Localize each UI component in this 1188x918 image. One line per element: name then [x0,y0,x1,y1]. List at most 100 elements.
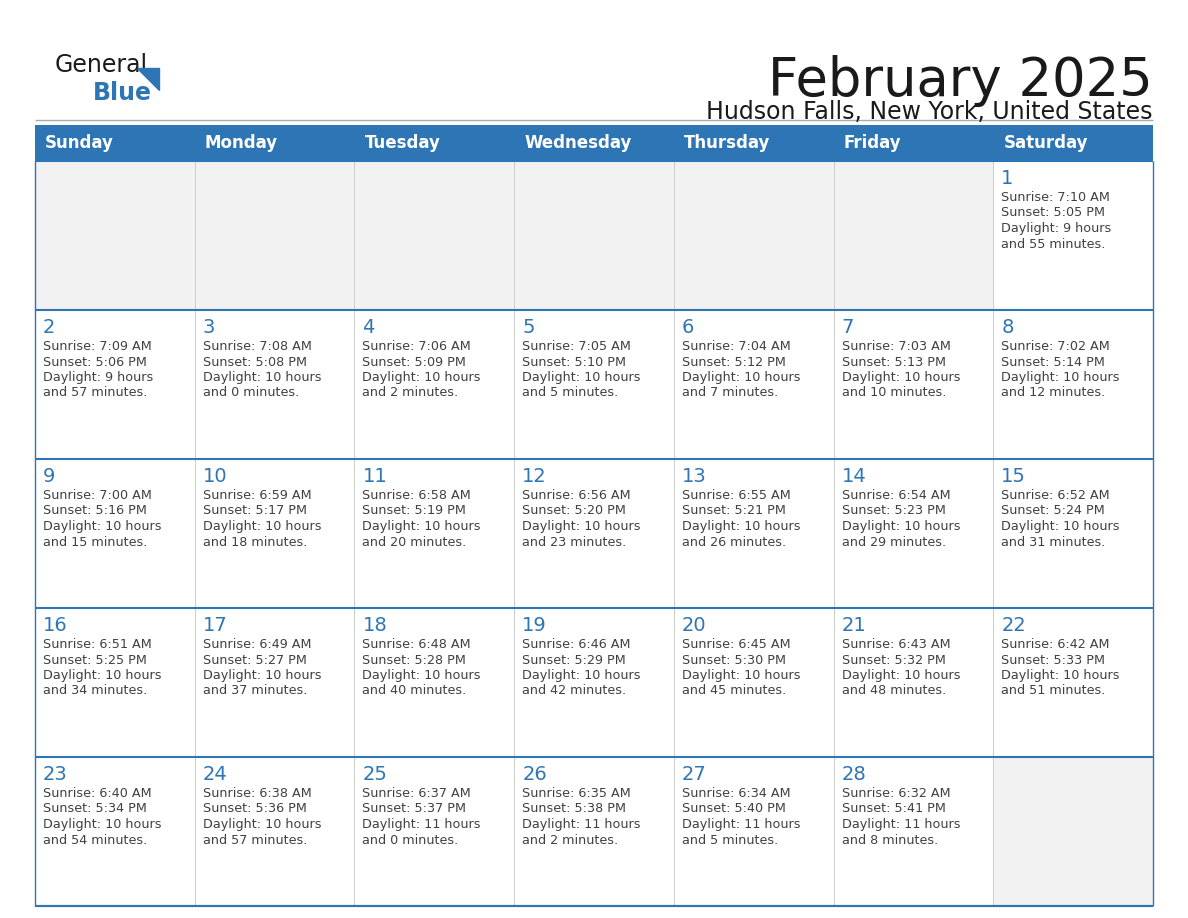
Text: Sunset: 5:38 PM: Sunset: 5:38 PM [523,802,626,815]
Bar [674,161,834,310]
Text: 6: 6 [682,318,694,337]
Bar [514,608,674,757]
Text: Daylight: 10 hours: Daylight: 10 hours [43,669,162,682]
Text: Sunset: 5:12 PM: Sunset: 5:12 PM [682,355,785,368]
Text: Sunset: 5:09 PM: Sunset: 5:09 PM [362,355,467,368]
Text: and 20 minutes.: and 20 minutes. [362,535,467,548]
Text: Daylight: 10 hours: Daylight: 10 hours [523,371,640,384]
Text: Sunrise: 6:34 AM: Sunrise: 6:34 AM [682,787,790,800]
Text: and 40 minutes.: and 40 minutes. [362,685,467,698]
Bar [674,459,834,608]
Text: 11: 11 [362,467,387,486]
Text: Daylight: 10 hours: Daylight: 10 hours [362,520,481,533]
Text: and 57 minutes.: and 57 minutes. [203,834,307,846]
Text: 3: 3 [203,318,215,337]
Text: Sunday: Sunday [45,134,114,152]
Text: Sunrise: 6:43 AM: Sunrise: 6:43 AM [841,638,950,651]
Text: Sunset: 5:30 PM: Sunset: 5:30 PM [682,654,785,666]
Text: and 37 minutes.: and 37 minutes. [203,685,307,698]
Text: Daylight: 10 hours: Daylight: 10 hours [841,669,960,682]
Text: Daylight: 10 hours: Daylight: 10 hours [1001,371,1120,384]
Text: 15: 15 [1001,467,1026,486]
Text: and 29 minutes.: and 29 minutes. [841,535,946,548]
Text: February 2025: February 2025 [769,55,1154,107]
Text: Sunset: 5:32 PM: Sunset: 5:32 PM [841,654,946,666]
Bar [34,757,195,906]
Text: Sunrise: 7:03 AM: Sunrise: 7:03 AM [841,340,950,353]
Text: Sunset: 5:08 PM: Sunset: 5:08 PM [203,355,307,368]
Text: Saturday: Saturday [1004,134,1088,152]
Text: Sunrise: 7:09 AM: Sunrise: 7:09 AM [43,340,152,353]
Bar [674,608,834,757]
Text: Daylight: 11 hours: Daylight: 11 hours [523,818,640,831]
Text: Daylight: 10 hours: Daylight: 10 hours [203,669,321,682]
Text: Daylight: 9 hours: Daylight: 9 hours [43,371,153,384]
Text: 16: 16 [43,616,68,635]
Text: Daylight: 11 hours: Daylight: 11 hours [841,818,960,831]
Bar [354,161,514,310]
Bar [514,757,674,906]
Text: Sunset: 5:28 PM: Sunset: 5:28 PM [362,654,467,666]
Text: and 45 minutes.: and 45 minutes. [682,685,786,698]
Text: and 12 minutes.: and 12 minutes. [1001,386,1106,399]
Text: Daylight: 10 hours: Daylight: 10 hours [682,520,801,533]
Text: and 26 minutes.: and 26 minutes. [682,535,786,548]
Text: Sunset: 5:20 PM: Sunset: 5:20 PM [523,505,626,518]
Text: Sunset: 5:17 PM: Sunset: 5:17 PM [203,505,307,518]
Text: Sunset: 5:21 PM: Sunset: 5:21 PM [682,505,785,518]
Text: Sunrise: 6:38 AM: Sunrise: 6:38 AM [203,787,311,800]
Text: Daylight: 10 hours: Daylight: 10 hours [43,520,162,533]
Text: Sunrise: 6:40 AM: Sunrise: 6:40 AM [43,787,152,800]
Text: and 15 minutes.: and 15 minutes. [43,535,147,548]
Text: Sunrise: 7:02 AM: Sunrise: 7:02 AM [1001,340,1110,353]
Text: 2: 2 [43,318,56,337]
Text: Sunset: 5:36 PM: Sunset: 5:36 PM [203,802,307,815]
Text: Daylight: 10 hours: Daylight: 10 hours [682,371,801,384]
Text: Hudson Falls, New York, United States: Hudson Falls, New York, United States [707,100,1154,124]
Text: Sunset: 5:06 PM: Sunset: 5:06 PM [43,355,147,368]
Bar [195,310,354,459]
Bar [195,161,354,310]
Text: and 23 minutes.: and 23 minutes. [523,535,626,548]
Text: Daylight: 10 hours: Daylight: 10 hours [43,818,162,831]
Bar [34,608,195,757]
Text: and 51 minutes.: and 51 minutes. [1001,685,1106,698]
Bar [195,459,354,608]
Text: Daylight: 10 hours: Daylight: 10 hours [1001,520,1120,533]
Text: 8: 8 [1001,318,1013,337]
Text: Daylight: 11 hours: Daylight: 11 hours [682,818,801,831]
Text: Sunset: 5:16 PM: Sunset: 5:16 PM [43,505,147,518]
Text: Friday: Friday [843,134,902,152]
Text: Sunrise: 6:48 AM: Sunrise: 6:48 AM [362,638,472,651]
Bar [514,310,674,459]
Text: and 7 minutes.: and 7 minutes. [682,386,778,399]
Text: and 8 minutes.: and 8 minutes. [841,834,937,846]
Text: Sunrise: 7:04 AM: Sunrise: 7:04 AM [682,340,790,353]
Text: 24: 24 [203,765,227,784]
Text: 28: 28 [841,765,866,784]
Text: and 10 minutes.: and 10 minutes. [841,386,946,399]
Text: Sunset: 5:34 PM: Sunset: 5:34 PM [43,802,147,815]
Bar [834,310,993,459]
Text: 21: 21 [841,616,866,635]
Text: Sunrise: 7:00 AM: Sunrise: 7:00 AM [43,489,152,502]
Bar [354,459,514,608]
Text: Sunrise: 6:32 AM: Sunrise: 6:32 AM [841,787,950,800]
Text: Wednesday: Wednesday [524,134,632,152]
Text: and 18 minutes.: and 18 minutes. [203,535,307,548]
Text: and 57 minutes.: and 57 minutes. [43,386,147,399]
Text: Sunset: 5:41 PM: Sunset: 5:41 PM [841,802,946,815]
Text: 25: 25 [362,765,387,784]
Text: Sunrise: 6:46 AM: Sunrise: 6:46 AM [523,638,631,651]
Text: Sunset: 5:05 PM: Sunset: 5:05 PM [1001,207,1105,219]
Text: Sunset: 5:14 PM: Sunset: 5:14 PM [1001,355,1105,368]
Text: Sunrise: 6:54 AM: Sunrise: 6:54 AM [841,489,950,502]
Text: Monday: Monday [204,134,278,152]
Text: 26: 26 [523,765,546,784]
Bar [354,310,514,459]
Text: Sunset: 5:23 PM: Sunset: 5:23 PM [841,505,946,518]
Text: Daylight: 10 hours: Daylight: 10 hours [203,520,321,533]
Text: and 5 minutes.: and 5 minutes. [523,386,619,399]
Text: Sunrise: 6:49 AM: Sunrise: 6:49 AM [203,638,311,651]
Text: and 5 minutes.: and 5 minutes. [682,834,778,846]
